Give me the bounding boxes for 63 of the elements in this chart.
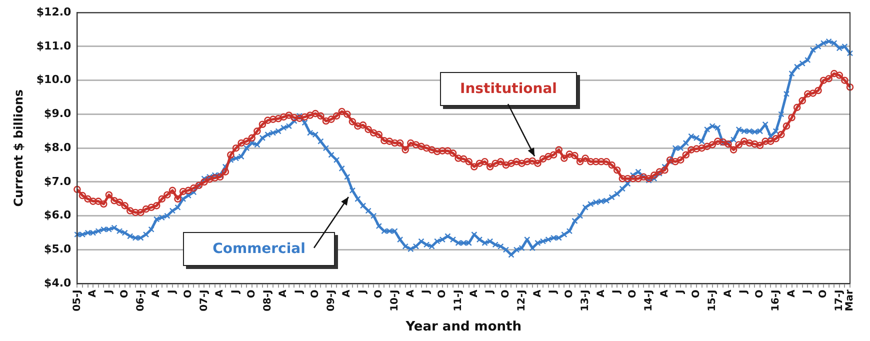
x-tick-label: O (374, 290, 384, 298)
y-tick-label: $10.0 (36, 73, 72, 86)
x-tick-label: J (484, 290, 496, 294)
x-tick-label: J (802, 290, 814, 294)
x-tick-label: A (88, 289, 99, 298)
x-tick-label: 08-J (262, 290, 274, 312)
x-tick-label: A (405, 289, 416, 298)
y-tick-label: $9.0 (44, 107, 72, 120)
x-tick-label: O (437, 290, 448, 298)
x-tick-label: Mar (844, 290, 856, 312)
x-tick-label: A (532, 289, 544, 298)
y-tick-label: $6.0 (44, 208, 72, 222)
x-tick-label: 14-J (643, 290, 654, 312)
x-tick-label: O (119, 290, 130, 298)
x-tick-label: 11-J (452, 290, 464, 312)
x-tick-label: A (342, 289, 353, 298)
x-tick-label: O (246, 290, 258, 298)
x-tick-label: 16-J (770, 290, 782, 312)
x-tick-label: 12-J (516, 290, 528, 312)
x-tick-label: 05-J (72, 290, 83, 312)
x-tick-label: J (358, 290, 369, 294)
x-tick-label: O (564, 290, 576, 298)
y-tick-label: $4.0 (44, 276, 72, 290)
x-tick-label: O (628, 290, 639, 298)
x-tick-label: A (278, 289, 290, 298)
x-tick-label: O (818, 290, 830, 298)
x-tick-label: 15-J (706, 290, 718, 312)
x-tick-label: O (182, 290, 194, 298)
x-tick-label: 10-J (389, 290, 400, 312)
x-tick-label: A (151, 289, 162, 298)
y-tick-label: $7.0 (44, 174, 72, 188)
y-tick-label: $11.0 (36, 39, 72, 52)
x-tick-label: 06-J (135, 290, 146, 312)
x-tick-label: J (548, 290, 560, 294)
x-tick-label: J (421, 290, 432, 294)
label-box: Institutional (440, 72, 577, 106)
y-tick-label: $8.0 (44, 140, 72, 154)
x-tick-label: A (786, 289, 798, 298)
x-tick-label: J (675, 290, 686, 294)
y-axis-title: Current $ billions (11, 89, 26, 207)
x-tick-label: A (659, 289, 670, 298)
x-tick-label: 17-J (834, 290, 846, 312)
x-tick-label: A (468, 289, 480, 298)
x-tick-label: J (167, 290, 178, 294)
y-tick-label: $5.0 (44, 242, 72, 256)
x-tick-label: A (214, 289, 226, 298)
x-tick-label: O (500, 290, 512, 298)
x-axis-title: Year and month (404, 320, 522, 335)
label-box: Commercial (183, 232, 335, 266)
x-tick-label: O (754, 290, 766, 298)
x-tick-label: A (596, 289, 607, 298)
x-tick-label: J (104, 290, 115, 294)
x-tick-label: 09-J (326, 290, 337, 312)
x-tick-label: O (310, 290, 321, 298)
x-tick-label: J (294, 290, 306, 294)
x-tick-label: J (230, 290, 242, 294)
x-tick-label: J (612, 290, 623, 294)
y-tick-label: $12.0 (36, 5, 72, 18)
x-tick-label: J (738, 290, 750, 294)
x-tick-label: A (722, 289, 734, 298)
x-tick-label: 07-J (198, 290, 210, 312)
x-tick-label: O (691, 290, 702, 298)
x-tick-label: 13-J (580, 290, 591, 312)
